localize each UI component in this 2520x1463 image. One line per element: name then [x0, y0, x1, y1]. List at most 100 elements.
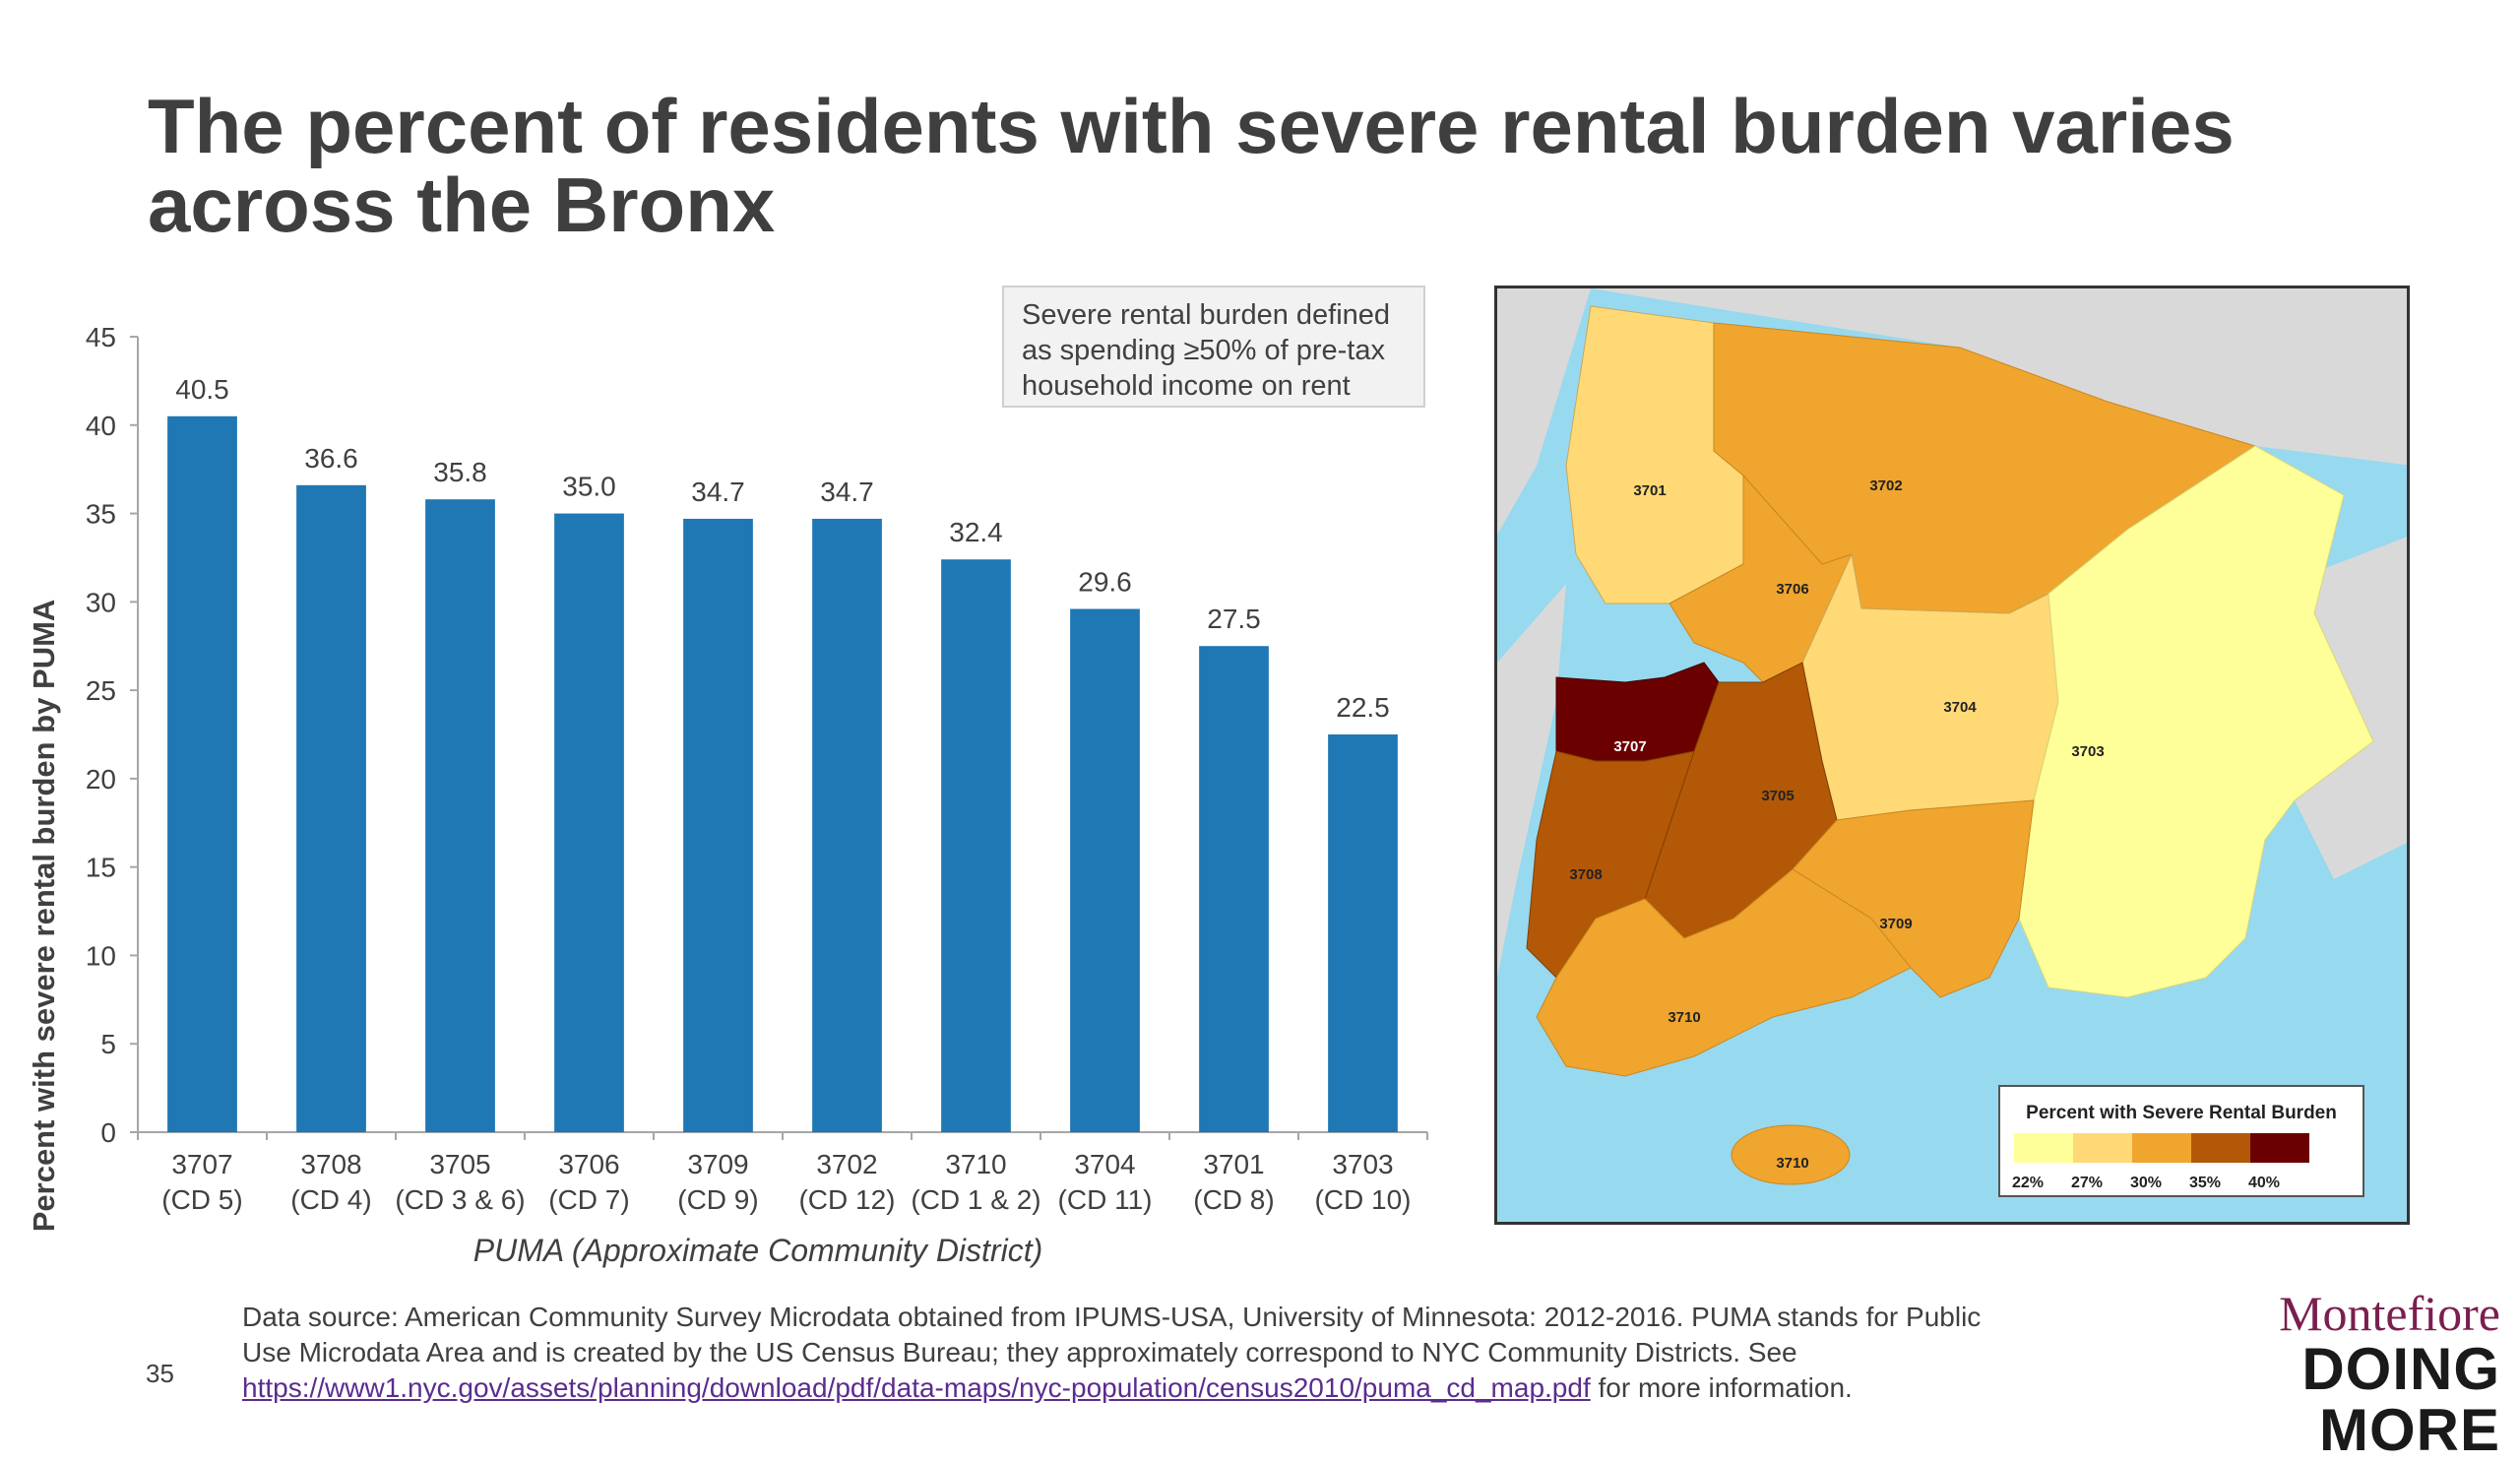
title-line-2: across the Bronx — [148, 161, 776, 248]
bar-value-label: 27.5 — [1207, 604, 1261, 634]
x-tick-sublabel: (CD 5) — [161, 1184, 242, 1215]
x-tick-sublabel: (CD 11) — [1058, 1184, 1153, 1215]
bar — [1199, 646, 1269, 1132]
westchester-land — [1591, 288, 2407, 466]
x-tick-label: 3705 — [429, 1149, 490, 1179]
legend-tick-label: 27% — [2071, 1175, 2103, 1191]
definition-note: Severe rental burden defined as spending… — [1002, 286, 1425, 408]
x-tick-sublabel: (CD 10) — [1314, 1184, 1411, 1215]
x-tick-sublabel: (CD 4) — [290, 1184, 371, 1215]
legend-tick-label: 40% — [2248, 1175, 2280, 1191]
y-tick-label: 45 — [86, 322, 116, 352]
y-axis-label: Percent with severe rental burden by PUM… — [27, 600, 61, 1233]
upper-manhattan-land — [1497, 584, 1566, 978]
legend-swatch — [2132, 1133, 2191, 1163]
map-label-3710: 3710 — [1668, 1009, 1700, 1026]
bar — [683, 518, 753, 1132]
legend-swatch — [2073, 1133, 2132, 1163]
x-tick-label: 3707 — [171, 1149, 232, 1179]
bar — [1328, 734, 1398, 1132]
y-tick-label: 10 — [86, 940, 116, 971]
legend-tick-label: 22% — [2012, 1175, 2044, 1191]
footer-line-3: https://www1.nyc.gov/assets/planning/dow… — [242, 1370, 2112, 1406]
map-label-3703: 3703 — [2071, 743, 2104, 760]
footer-line-3-tail: for more information. — [1590, 1372, 1853, 1403]
logo-montefiore: Montefiore — [2279, 1286, 2500, 1341]
x-tick-sublabel: (CD 8) — [1193, 1184, 1274, 1215]
x-tick-sublabel: (CD 3 & 6) — [395, 1184, 525, 1215]
map-label-3708: 3708 — [1569, 866, 1602, 883]
bar-value-label: 35.0 — [562, 472, 616, 502]
note-line-2: as spending ≥50% of pre-tax — [1022, 335, 1385, 366]
map-legend: Percent with Severe Rental Burden 22% 27%… — [1998, 1085, 2364, 1197]
map-label-3707: 3707 — [1613, 738, 1646, 755]
map-label-3709: 3709 — [1879, 916, 1912, 932]
y-tick-label: 20 — [86, 764, 116, 795]
map-label-3701: 3701 — [1633, 482, 1666, 499]
x-tick-sublabel: (CD 9) — [677, 1184, 758, 1215]
y-tick-label: 25 — [86, 675, 116, 706]
legend-swatch — [2191, 1133, 2250, 1163]
legend-tick-label: 35% — [2189, 1175, 2221, 1191]
bar-value-label: 40.5 — [175, 374, 229, 405]
footer-line-2: Use Microdata Area and is created by the… — [242, 1337, 1797, 1368]
y-tick-label: 0 — [100, 1117, 116, 1148]
x-tick-label: 3703 — [1332, 1149, 1393, 1179]
bar-value-label: 34.7 — [820, 477, 874, 507]
district-3710-island — [1731, 1124, 1851, 1185]
district-3710 — [1536, 868, 1912, 1077]
bar-value-label: 29.6 — [1078, 567, 1132, 598]
bar-value-label: 34.7 — [691, 477, 745, 507]
slide-title: The percent of residents with severe ren… — [148, 87, 2412, 244]
title-line-1: The percent of residents with severe ren… — [148, 83, 2235, 169]
x-tick-label: 3708 — [300, 1149, 361, 1179]
legend-swatch — [2014, 1133, 2073, 1163]
bar — [812, 518, 882, 1132]
map-label-3706: 3706 — [1776, 581, 1808, 598]
x-tick-label: 3706 — [558, 1149, 619, 1179]
bar — [167, 415, 237, 1132]
bar — [941, 559, 1011, 1132]
page-number: 35 — [146, 1359, 174, 1388]
x-axis-label: PUMA (Approximate Community District) — [472, 1233, 1043, 1268]
legend-title: Percent with Severe Rental Burden — [2026, 1103, 2337, 1123]
y-tick-label: 15 — [86, 853, 116, 883]
x-tick-sublabel: (CD 12) — [798, 1184, 895, 1215]
map-label-3702: 3702 — [1869, 477, 1902, 494]
bar-value-label: 22.5 — [1336, 692, 1390, 723]
bronx-map: 3701 3702 3703 3704 3705 3706 3707 3708 … — [1494, 286, 2410, 1225]
note-line-1: Severe rental burden defined — [1022, 299, 1391, 331]
logo-doing-more: DOING MORE — [2301, 1336, 2500, 1463]
bar-chart: 0 5 10 15 20 25 30 35 40 45 40.5 36.6 35.8 35.0 34.7 3… — [27, 322, 1428, 1233]
x-tick-label: 3704 — [1074, 1149, 1135, 1179]
bar — [425, 499, 495, 1132]
montefiore-logo: Montefiore DOING MORE — [2126, 1288, 2500, 1461]
legend-tick-label: 30% — [2130, 1175, 2162, 1191]
x-tick-sublabel: (CD 7) — [548, 1184, 629, 1215]
district-3703 — [2018, 445, 2374, 998]
map-label-3704: 3704 — [1943, 699, 1977, 716]
source-link[interactable]: https://www1.nyc.gov/assets/planning/dow… — [242, 1372, 1591, 1403]
y-tick-label: 35 — [86, 499, 116, 530]
footer-line-1: Data source: American Community Survey M… — [242, 1302, 1982, 1332]
data-source-footer: Data source: American Community Survey M… — [242, 1300, 2112, 1406]
y-tick-label: 5 — [100, 1029, 116, 1059]
bar — [296, 484, 366, 1132]
bar-value-label: 32.4 — [949, 517, 1003, 547]
x-tick-label: 3702 — [816, 1149, 877, 1179]
x-tick-label: 3709 — [687, 1149, 748, 1179]
x-tick-label: 3710 — [945, 1149, 1006, 1179]
bar — [554, 513, 624, 1132]
bar — [1070, 608, 1140, 1132]
x-tick-label: 3701 — [1203, 1149, 1264, 1179]
legend-swatch — [2250, 1133, 2309, 1163]
x-tick-sublabel: (CD 1 & 2) — [911, 1184, 1040, 1215]
manhattan-land — [1497, 288, 1591, 535]
map-label-3710-island: 3710 — [1776, 1155, 1808, 1172]
bar-value-label: 35.8 — [433, 457, 487, 487]
y-tick-label: 30 — [86, 587, 116, 617]
note-line-3: household income on rent — [1022, 370, 1351, 402]
y-tick-label: 40 — [86, 411, 116, 441]
bar-value-label: 36.6 — [304, 443, 358, 474]
map-label-3705: 3705 — [1761, 788, 1794, 804]
